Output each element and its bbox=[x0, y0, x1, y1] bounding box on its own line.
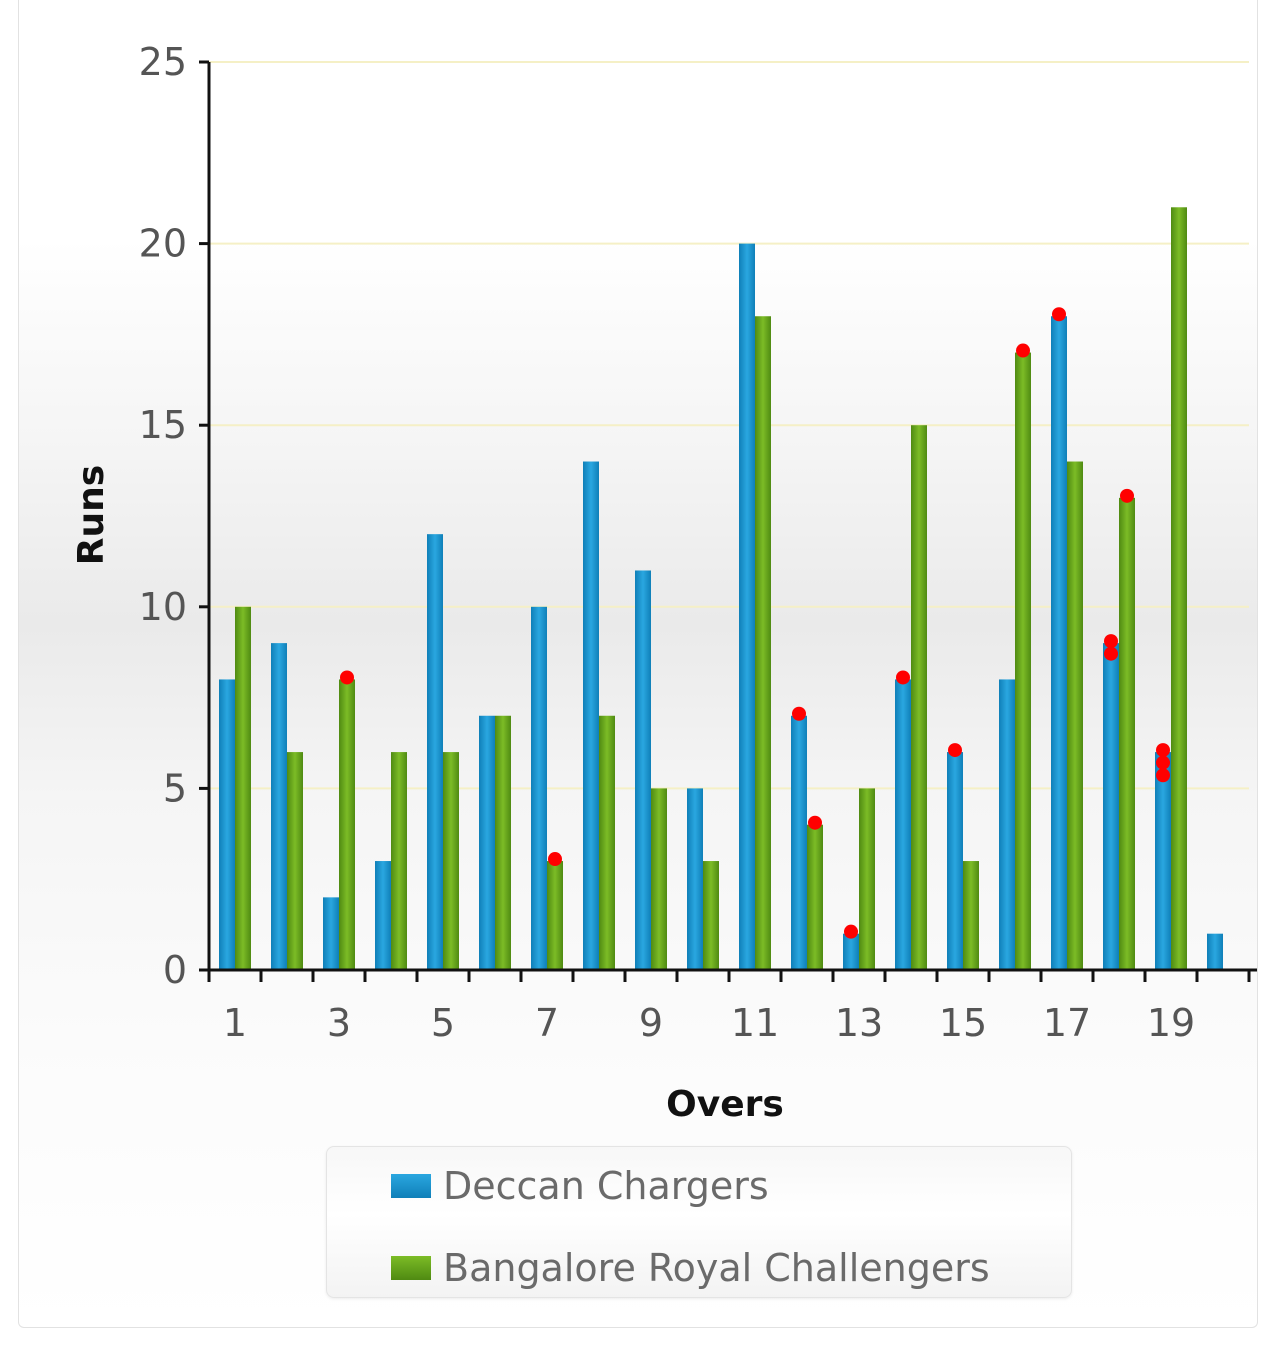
x-tick-label: 3 bbox=[327, 1001, 351, 1045]
x-tick-labels: 1 3 5 7 9 11 13 15 17 19 bbox=[223, 1001, 1195, 1045]
bar-deccan-chargers bbox=[323, 897, 339, 970]
y-tick-label: 0 bbox=[163, 948, 187, 992]
wicket-marker bbox=[808, 815, 822, 830]
bar-deccan-chargers bbox=[1051, 316, 1067, 970]
x-tick-label: 1 bbox=[223, 1001, 247, 1045]
x-tick-label: 19 bbox=[1147, 1001, 1195, 1045]
bar-bangalore-royal-challengers bbox=[807, 824, 823, 970]
wicket-marker bbox=[1016, 343, 1030, 358]
legend: Deccan Chargers Bangalore Royal Challeng… bbox=[326, 1146, 1072, 1298]
bar-bangalore-royal-challengers bbox=[547, 861, 563, 970]
bar-deccan-chargers bbox=[791, 715, 807, 970]
y-tick-label: 5 bbox=[163, 766, 187, 810]
x-tick-label: 13 bbox=[835, 1001, 883, 1045]
legend-swatch-bangalore-royal-challengers bbox=[391, 1256, 431, 1280]
x-axis-title: Overs bbox=[666, 1084, 784, 1125]
bar-deccan-chargers bbox=[687, 788, 703, 970]
legend-label-deccan-chargers: Deccan Chargers bbox=[443, 1164, 769, 1208]
x-tick-label: 15 bbox=[939, 1001, 987, 1045]
bar-deccan-chargers bbox=[375, 861, 391, 970]
bar-bangalore-royal-challengers bbox=[287, 752, 303, 970]
bar-deccan-chargers bbox=[843, 933, 859, 970]
y-tick-label: 10 bbox=[139, 585, 187, 629]
bar-bangalore-royal-challengers bbox=[339, 679, 355, 970]
bar-bangalore-royal-challengers bbox=[1015, 352, 1031, 970]
bars bbox=[219, 207, 1223, 971]
bar-bangalore-royal-challengers bbox=[235, 606, 251, 970]
legend-item-bangalore-royal-challengers[interactable]: Bangalore Royal Challengers bbox=[391, 1243, 990, 1293]
wicket-marker bbox=[1104, 646, 1118, 661]
wicket-marker bbox=[1156, 768, 1170, 783]
legend-swatch-deccan-chargers bbox=[391, 1174, 431, 1198]
bar-deccan-chargers bbox=[635, 570, 651, 970]
bar-deccan-chargers bbox=[583, 461, 599, 970]
wicket-marker bbox=[792, 706, 806, 721]
bar-deccan-chargers bbox=[271, 643, 287, 970]
bar-deccan-chargers bbox=[1103, 643, 1119, 970]
y-tick-label: 20 bbox=[139, 222, 187, 266]
bar-bangalore-royal-challengers bbox=[963, 861, 979, 970]
wicket-marker bbox=[548, 852, 562, 867]
bar-deccan-chargers bbox=[1155, 752, 1171, 970]
y-tick-label: 15 bbox=[139, 403, 187, 447]
bar-deccan-chargers bbox=[895, 679, 911, 970]
wicket-marker bbox=[340, 670, 354, 685]
wicket-markers bbox=[340, 307, 1170, 939]
bar-bangalore-royal-challengers bbox=[443, 752, 459, 970]
bar-deccan-chargers bbox=[947, 752, 963, 970]
bar-deccan-chargers bbox=[531, 606, 547, 970]
bar-deccan-chargers bbox=[739, 243, 755, 971]
bar-bangalore-royal-challengers bbox=[859, 788, 875, 970]
gridlines bbox=[209, 61, 1249, 790]
bar-bangalore-royal-challengers bbox=[755, 316, 771, 970]
axes bbox=[199, 60, 1257, 982]
wicket-marker bbox=[844, 924, 858, 939]
y-axis-title: Runs bbox=[71, 465, 112, 565]
wicket-marker bbox=[948, 743, 962, 758]
x-tick-label: 5 bbox=[431, 1001, 455, 1045]
legend-item-deccan-chargers[interactable]: Deccan Chargers bbox=[391, 1161, 769, 1211]
wicket-marker bbox=[1120, 488, 1134, 503]
bar-deccan-chargers bbox=[999, 679, 1015, 970]
bar-bangalore-royal-challengers bbox=[495, 715, 511, 970]
bar-bangalore-royal-challengers bbox=[1067, 461, 1083, 970]
bar-bangalore-royal-challengers bbox=[703, 861, 719, 970]
chart-card: 0 5 10 15 20 25 1 3 5 7 9 11 13 15 17 19 Runs Overs De… bbox=[18, 0, 1258, 1328]
wicket-marker bbox=[1156, 755, 1170, 770]
wicket-marker bbox=[896, 670, 910, 685]
bar-deccan-chargers bbox=[427, 534, 443, 970]
y-tick-labels: 0 5 10 15 20 25 bbox=[139, 40, 187, 992]
x-tick-label: 17 bbox=[1043, 1001, 1091, 1045]
bar-bangalore-royal-challengers bbox=[911, 425, 927, 970]
wicket-marker bbox=[1156, 743, 1170, 758]
wicket-marker bbox=[1052, 307, 1066, 322]
bar-bangalore-royal-challengers bbox=[1119, 497, 1135, 970]
bar-bangalore-royal-challengers bbox=[651, 788, 667, 970]
wicket-marker bbox=[1104, 634, 1118, 649]
bar-bangalore-royal-challengers bbox=[599, 715, 615, 970]
bar-bangalore-royal-challengers bbox=[391, 752, 407, 970]
x-tick-label: 11 bbox=[731, 1001, 779, 1045]
bar-bangalore-royal-challengers bbox=[1171, 207, 1187, 970]
bar-deccan-chargers bbox=[219, 679, 235, 970]
y-tick-label: 25 bbox=[139, 40, 187, 84]
legend-label-bangalore-royal-challengers: Bangalore Royal Challengers bbox=[443, 1246, 990, 1290]
bar-deccan-chargers bbox=[1207, 933, 1223, 970]
x-tick-label: 7 bbox=[535, 1001, 559, 1045]
bar-deccan-chargers bbox=[479, 715, 495, 970]
x-tick-label: 9 bbox=[639, 1001, 663, 1045]
